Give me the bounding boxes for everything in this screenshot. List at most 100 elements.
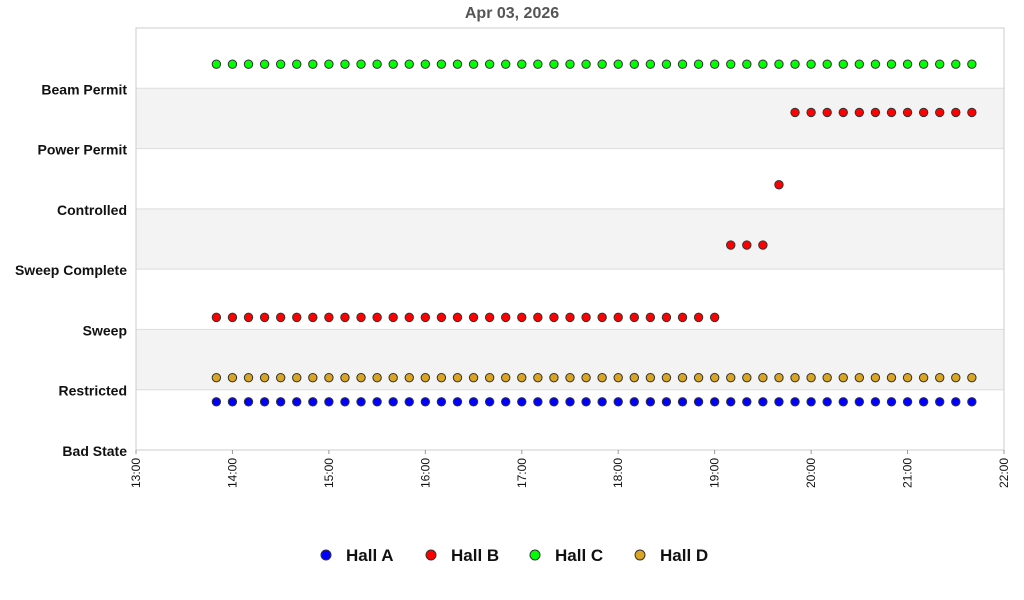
data-point: [581, 397, 591, 407]
data-point: [629, 59, 639, 69]
data-point: [501, 59, 511, 69]
plot-band: [136, 148, 1004, 209]
data-point: [517, 59, 527, 69]
data-point: [677, 59, 688, 69]
data-point: [613, 372, 623, 383]
data-point: [468, 59, 479, 69]
data-point: [693, 397, 704, 407]
data-point: [951, 107, 961, 118]
data-point: [790, 107, 800, 118]
data-point: [517, 312, 527, 323]
data-point: [356, 59, 366, 69]
data-point: [918, 107, 929, 118]
data-point: [645, 397, 656, 407]
data-point: [420, 372, 431, 383]
data-point: [565, 312, 575, 323]
data-point: [388, 372, 398, 383]
data-point: [452, 59, 463, 69]
data-point: [211, 397, 222, 407]
data-point: [565, 372, 575, 383]
data-point: [292, 397, 302, 407]
data-point: [661, 372, 672, 383]
data-point: [677, 397, 688, 407]
data-point: [259, 372, 270, 383]
data-point: [211, 312, 222, 323]
data-point: [854, 59, 865, 69]
data-point: [774, 372, 784, 383]
data-point: [902, 59, 913, 69]
data-point: [340, 312, 350, 323]
data-point: [854, 372, 865, 383]
data-point: [918, 372, 929, 383]
y-tick-label: Sweep Complete: [15, 262, 127, 278]
data-point: [597, 312, 607, 323]
data-point: [484, 59, 495, 69]
data-point: [468, 372, 479, 383]
data-point: [581, 312, 591, 323]
data-point: [806, 107, 816, 118]
data-point: [388, 397, 398, 407]
data-point: [758, 240, 768, 250]
data-point: [549, 397, 559, 407]
data-point: [661, 312, 672, 323]
y-tick-label: Restricted: [59, 383, 127, 399]
x-tick-label: 19:00: [708, 458, 722, 488]
data-point: [774, 180, 784, 190]
data-point: [404, 397, 414, 407]
data-point: [340, 397, 350, 407]
data-point: [275, 372, 286, 383]
data-point: [742, 397, 752, 407]
data-point: [581, 372, 591, 383]
data-point: [886, 107, 897, 118]
legend-marker: [529, 549, 541, 561]
data-point: [967, 397, 977, 407]
data-point: [902, 372, 913, 383]
x-tick-label: 13:00: [129, 458, 143, 488]
data-point: [436, 397, 447, 407]
chart-title: Apr 03, 2026: [465, 5, 559, 22]
data-point: [324, 397, 334, 407]
data-point: [629, 397, 639, 407]
data-point: [452, 372, 463, 383]
data-point: [774, 397, 784, 407]
y-tick-label: Beam Permit: [41, 81, 127, 97]
data-point: [227, 397, 238, 407]
data-point: [324, 59, 334, 69]
plot-bands: [136, 28, 1004, 450]
data-point: [420, 59, 431, 69]
data-point: [645, 312, 656, 323]
data-point: [935, 372, 945, 383]
data-point: [597, 397, 607, 407]
legend-label: Hall D: [660, 546, 708, 565]
data-point: [404, 59, 414, 69]
data-point: [806, 372, 816, 383]
data-point: [452, 312, 463, 323]
data-point: [709, 59, 720, 69]
data-point: [420, 312, 431, 323]
data-point: [420, 397, 431, 407]
data-point: [886, 372, 897, 383]
x-axis-ticks: 13:00 14:00 15:00 16:00 17:00 18:00 19:00 20:00…: [129, 450, 1011, 488]
data-point: [838, 59, 848, 69]
data-point: [388, 312, 398, 323]
data-point: [838, 397, 848, 407]
legend-label: Hall A: [346, 546, 394, 565]
data-point: [340, 372, 350, 383]
data-point: [726, 397, 736, 407]
data-point: [693, 312, 704, 323]
data-point: [967, 372, 977, 383]
data-point: [501, 372, 511, 383]
x-tick-label: 20:00: [804, 458, 818, 488]
data-point: [275, 397, 286, 407]
legend-marker: [320, 549, 332, 561]
data-point: [645, 59, 656, 69]
plot-band: [136, 28, 1004, 89]
data-point: [501, 312, 511, 323]
data-point: [629, 372, 639, 383]
data-point: [790, 397, 800, 407]
data-point: [308, 372, 318, 383]
data-point: [436, 59, 447, 69]
data-point: [726, 372, 736, 383]
data-point: [517, 372, 527, 383]
